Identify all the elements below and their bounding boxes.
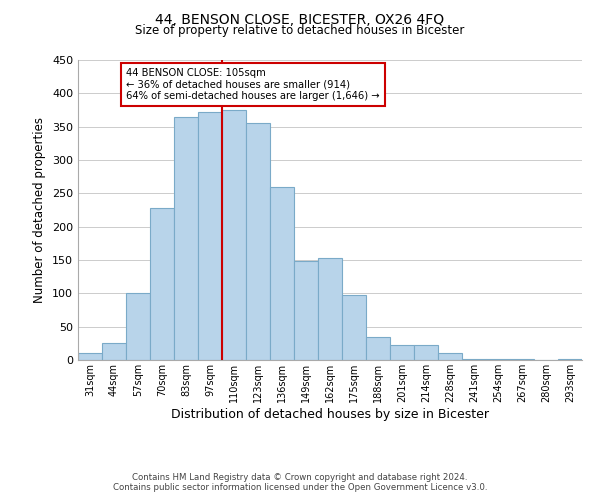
Bar — [78, 354, 102, 360]
Bar — [462, 358, 486, 360]
Bar — [558, 358, 582, 360]
Bar — [294, 262, 318, 360]
Bar — [150, 208, 174, 360]
Bar — [198, 112, 222, 360]
Bar — [510, 358, 534, 360]
Bar — [270, 186, 294, 360]
Text: Contains public sector information licensed under the Open Government Licence v3: Contains public sector information licen… — [113, 483, 487, 492]
Bar — [438, 352, 462, 360]
Bar — [342, 296, 366, 360]
Bar — [246, 124, 270, 360]
Bar — [414, 346, 438, 360]
Bar — [174, 116, 198, 360]
Bar — [102, 344, 126, 360]
Bar — [318, 258, 342, 360]
Text: 44, BENSON CLOSE, BICESTER, OX26 4FQ: 44, BENSON CLOSE, BICESTER, OX26 4FQ — [155, 12, 445, 26]
Bar — [366, 336, 390, 360]
Text: Size of property relative to detached houses in Bicester: Size of property relative to detached ho… — [136, 24, 464, 37]
Text: Contains HM Land Registry data © Crown copyright and database right 2024.: Contains HM Land Registry data © Crown c… — [132, 473, 468, 482]
Bar — [486, 358, 510, 360]
X-axis label: Distribution of detached houses by size in Bicester: Distribution of detached houses by size … — [171, 408, 489, 420]
Bar — [390, 346, 414, 360]
Text: 44 BENSON CLOSE: 105sqm
← 36% of detached houses are smaller (914)
64% of semi-d: 44 BENSON CLOSE: 105sqm ← 36% of detache… — [126, 68, 380, 101]
Bar — [222, 110, 246, 360]
Bar — [126, 294, 150, 360]
Y-axis label: Number of detached properties: Number of detached properties — [34, 117, 46, 303]
